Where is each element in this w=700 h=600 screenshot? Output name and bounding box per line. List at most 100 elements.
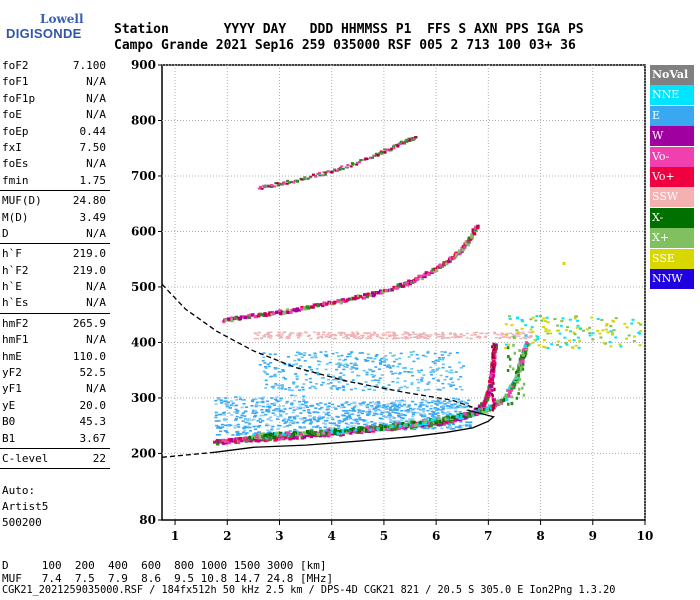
echo-scatter <box>550 343 554 346</box>
echo-spread-e <box>241 412 245 414</box>
echo-ssw <box>418 335 422 337</box>
echo-spread-e <box>287 363 291 365</box>
echo-trace-point <box>303 176 307 179</box>
echo-ssw <box>376 335 380 338</box>
echo-trace-point <box>286 179 290 182</box>
echo-trace-point <box>365 295 369 299</box>
echo-trace-point <box>341 429 345 433</box>
echo-trace-point <box>357 426 362 430</box>
echo-spread-e <box>308 354 312 356</box>
echo-ssw <box>392 334 396 337</box>
echo-cusp <box>493 402 496 406</box>
echo-spread-e <box>364 360 368 362</box>
echo-scatter <box>637 322 641 325</box>
echo-spread-e <box>434 359 438 362</box>
echo-ssw <box>447 337 451 339</box>
echo-ssw <box>521 332 525 335</box>
echo-cusp <box>521 367 525 371</box>
echo-trace-point <box>316 303 321 307</box>
echo-ssw <box>453 332 457 335</box>
echo-spread-e <box>397 363 401 365</box>
echo-trace-point <box>278 431 283 435</box>
echo-ssw <box>459 335 463 338</box>
echo-spread-e <box>344 417 349 420</box>
echo-spread-e <box>417 407 421 410</box>
echo-trace-point <box>454 252 459 256</box>
param-value: N/A <box>86 382 106 396</box>
echo-trace-point <box>461 417 466 421</box>
echo-spread-e <box>327 378 331 381</box>
echo-spread-e <box>331 403 335 406</box>
echo-spread-e <box>399 352 403 355</box>
echo-spread-e <box>268 416 273 419</box>
echo-spread-e <box>458 386 462 388</box>
echo-spread-e <box>270 402 274 405</box>
echo-spread-e <box>255 401 260 404</box>
echo-ssw <box>350 335 354 338</box>
echo-trace-point <box>295 307 300 311</box>
echo-spread-e <box>269 419 273 422</box>
echo-spread-e <box>307 411 311 413</box>
echo-spread-e <box>331 376 335 378</box>
echo-spread-e <box>420 426 424 429</box>
echo-spread-e <box>298 406 302 409</box>
y-tick-label: 700 <box>131 169 156 183</box>
echo-spread-e <box>269 361 273 364</box>
echo-cusp <box>491 408 494 412</box>
param-value: 7.100 <box>72 59 106 72</box>
echo-scatter <box>572 331 576 334</box>
echo-trace-point <box>258 185 262 188</box>
echo-spread-e <box>246 425 251 428</box>
echo-spread-e <box>280 387 284 390</box>
echo-trace-point <box>371 156 375 159</box>
echo-trace-point <box>402 142 406 145</box>
echo-spread-e <box>447 354 451 357</box>
echo-spread-e <box>353 422 357 425</box>
echo-scatter <box>549 332 553 335</box>
echo-spread-e <box>284 378 288 380</box>
echo-ssw <box>496 333 500 336</box>
echo-spread-e <box>304 378 308 381</box>
echo-spread-e <box>427 388 431 391</box>
echo-spread-e <box>351 418 355 421</box>
echo-scatter <box>559 345 563 348</box>
echo-spread-e <box>451 405 455 407</box>
echo-ssw <box>356 332 360 335</box>
echo-trace-point <box>472 413 476 417</box>
echo-trace-point <box>461 248 466 252</box>
echo-spread-e <box>363 423 367 426</box>
echo-trace-point <box>518 359 523 363</box>
echo-trace-point <box>307 431 312 435</box>
echo-spread-e <box>342 386 346 389</box>
echo-spread-e <box>254 405 258 408</box>
echo-trace-point <box>407 279 411 283</box>
echo-spread-e <box>435 369 439 372</box>
echo-spread-e <box>418 412 422 415</box>
echo-spread-e <box>448 413 452 415</box>
echo-trace-point <box>472 232 477 236</box>
echo-spread-e <box>468 406 472 409</box>
echo-trace-point <box>227 317 231 321</box>
echo-spread-e <box>421 409 426 412</box>
echo-ssw <box>426 337 430 340</box>
echo-spread-e <box>311 356 315 359</box>
echo-spread-e <box>367 408 372 411</box>
echo-spread-e <box>436 368 440 371</box>
echo-scatter <box>623 322 627 325</box>
param-label: fmin <box>2 173 29 187</box>
echo-spread-e <box>223 419 228 422</box>
echo-ssw <box>285 335 289 338</box>
param-label: foF1p <box>2 91 36 105</box>
echo-spread-e <box>411 413 416 416</box>
echo-spread-e <box>302 409 306 412</box>
echo-trace-point <box>306 177 310 180</box>
echo-spread-e <box>382 404 386 406</box>
echo-ssw <box>342 336 346 339</box>
echo-spread-e <box>237 426 241 428</box>
echo-spread-e <box>308 423 312 425</box>
echo-spread-e <box>252 425 256 428</box>
echo-spread-e <box>416 389 420 392</box>
echo-scatter <box>612 320 616 323</box>
echo-trace-point <box>467 412 471 416</box>
echo-spread-e <box>335 363 339 366</box>
